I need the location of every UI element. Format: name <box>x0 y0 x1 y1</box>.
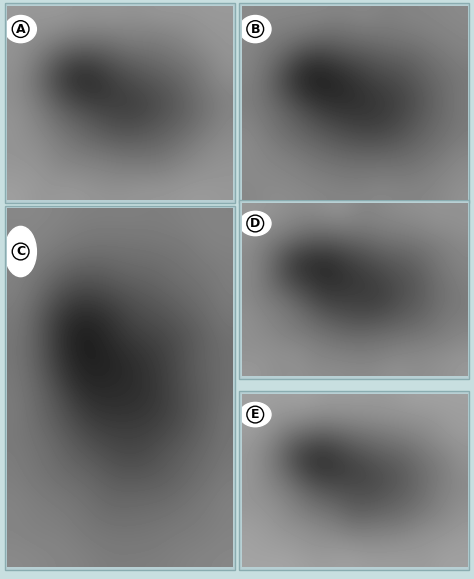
Text: C: C <box>16 245 25 258</box>
Text: D: D <box>250 217 260 230</box>
Bar <box>239 200 469 379</box>
Circle shape <box>239 402 271 427</box>
Bar <box>5 206 235 570</box>
Text: A: A <box>16 23 26 35</box>
Circle shape <box>239 211 271 236</box>
Text: E: E <box>251 408 259 421</box>
Circle shape <box>239 16 271 43</box>
Text: B: B <box>250 23 260 35</box>
Bar <box>239 391 469 570</box>
Bar <box>5 3 235 203</box>
Circle shape <box>5 16 36 43</box>
Bar <box>239 3 469 203</box>
Circle shape <box>5 226 36 277</box>
